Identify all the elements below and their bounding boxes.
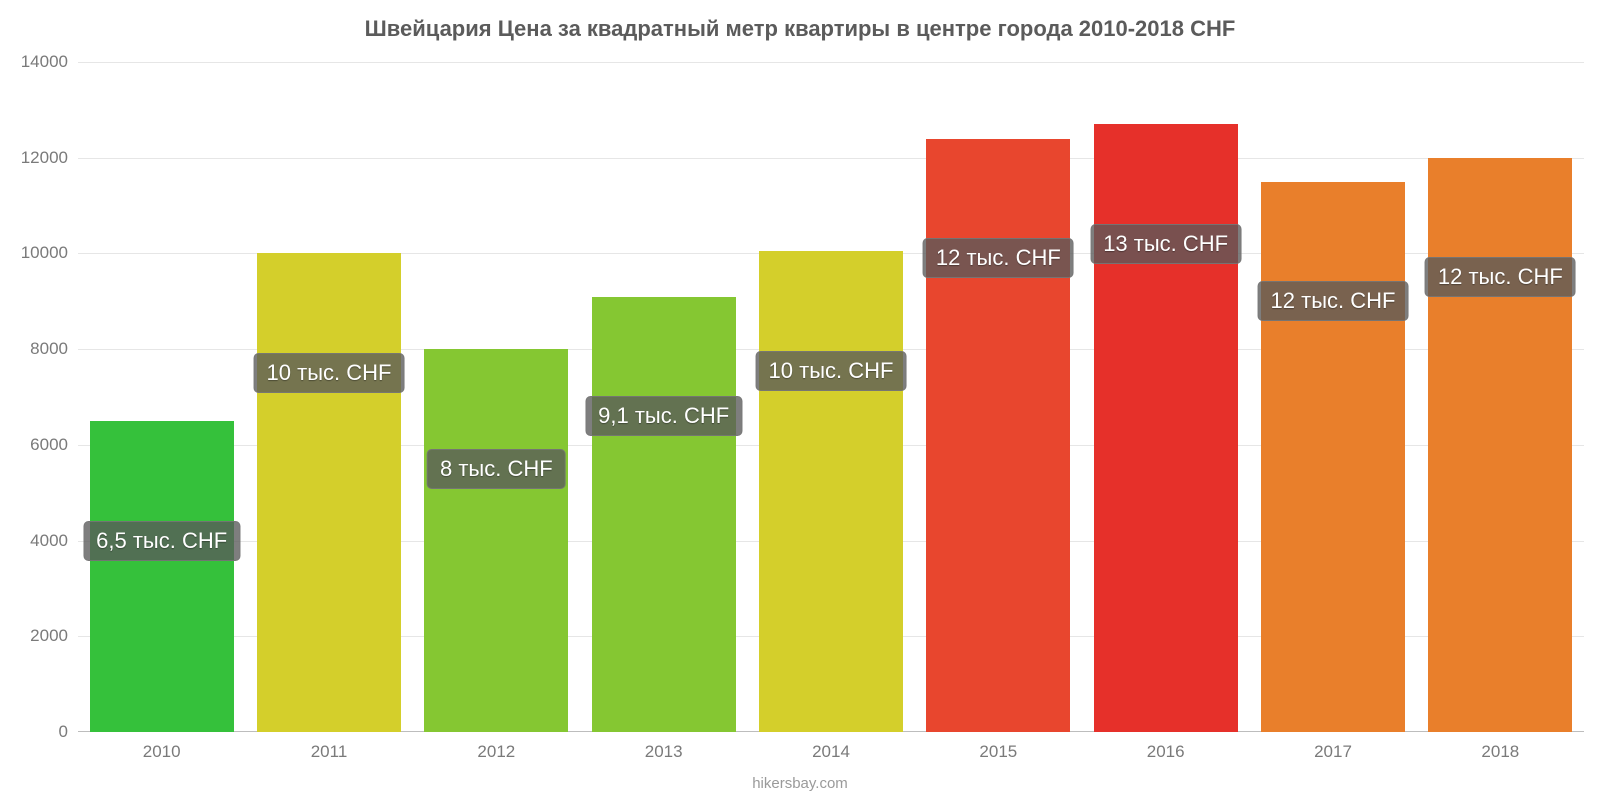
- x-tick-label: 2017: [1314, 732, 1352, 762]
- bar-chart: Швейцария Цена за квадратный метр кварти…: [0, 0, 1600, 800]
- bar-value-label: 13 тыс. CHF: [1090, 224, 1241, 264]
- bar-value-label: 6,5 тыс. CHF: [83, 521, 240, 561]
- chart-source: hikersbay.com: [0, 775, 1600, 792]
- y-tick-label: 2000: [30, 626, 78, 646]
- y-tick-label: 0: [59, 722, 78, 742]
- x-tick-label: 2015: [979, 732, 1017, 762]
- bar-value-label: 12 тыс. CHF: [1425, 257, 1576, 297]
- x-tick-label: 2013: [645, 732, 683, 762]
- chart-title: Швейцария Цена за квадратный метр кварти…: [0, 16, 1600, 42]
- x-tick-label: 2016: [1147, 732, 1185, 762]
- bar: [759, 251, 903, 732]
- x-tick-label: 2010: [143, 732, 181, 762]
- bar-value-label: 12 тыс. CHF: [923, 238, 1074, 278]
- bar-value-label: 9,1 тыс. CHF: [585, 396, 742, 436]
- gridline: [78, 62, 1584, 63]
- bar: [1428, 158, 1572, 732]
- bar: [257, 253, 401, 732]
- bar-value-label: 10 тыс. CHF: [254, 353, 405, 393]
- bar-value-label: 10 тыс. CHF: [756, 351, 907, 391]
- y-tick-label: 14000: [21, 52, 78, 72]
- x-tick-label: 2014: [812, 732, 850, 762]
- bar: [926, 139, 1070, 732]
- plot-area: 0200040006000800010000120001400020106,5 …: [78, 62, 1584, 732]
- x-tick-label: 2018: [1481, 732, 1519, 762]
- x-tick-label: 2011: [311, 732, 348, 762]
- x-tick-label: 2012: [477, 732, 515, 762]
- y-tick-label: 4000: [30, 531, 78, 551]
- bar-value-label: 12 тыс. CHF: [1258, 281, 1409, 321]
- bar: [1261, 182, 1405, 732]
- y-tick-label: 12000: [21, 148, 78, 168]
- y-tick-label: 10000: [21, 243, 78, 263]
- bar: [1094, 124, 1238, 732]
- bar: [424, 349, 568, 732]
- bar-value-label: 8 тыс. CHF: [427, 449, 566, 489]
- y-tick-label: 6000: [30, 435, 78, 455]
- y-tick-label: 8000: [30, 339, 78, 359]
- bar: [90, 421, 234, 732]
- bar: [592, 297, 736, 733]
- gridline: [78, 158, 1584, 159]
